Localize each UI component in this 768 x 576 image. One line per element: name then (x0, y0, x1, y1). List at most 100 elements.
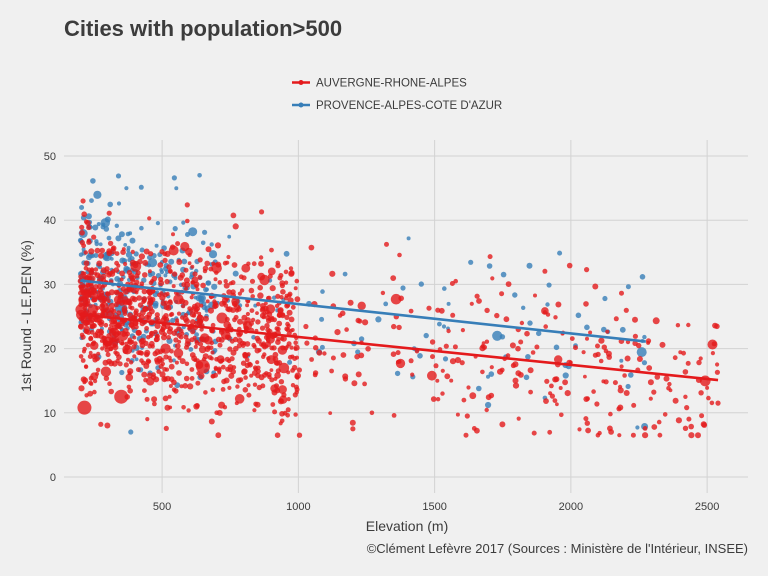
data-point (197, 314, 203, 320)
data-point (241, 314, 248, 321)
data-point (147, 269, 152, 274)
data-point (104, 266, 110, 272)
data-point (88, 248, 95, 255)
data-point (154, 357, 160, 363)
data-point (220, 387, 226, 392)
data-points (75, 173, 721, 439)
data-point (672, 355, 678, 361)
data-point (259, 274, 270, 286)
data-point (426, 305, 432, 311)
data-point (237, 318, 243, 325)
data-point (241, 368, 248, 375)
data-point (433, 363, 439, 369)
data-point (126, 300, 132, 306)
data-point (79, 224, 85, 230)
data-point (542, 310, 548, 315)
data-point (106, 210, 112, 216)
data-point (138, 184, 144, 190)
data-point (127, 388, 133, 394)
data-point (330, 355, 336, 361)
data-point (651, 389, 657, 395)
data-point (107, 381, 112, 387)
data-point (283, 345, 289, 351)
data-point (701, 422, 708, 428)
data-point (303, 323, 309, 330)
trend-line (80, 279, 646, 343)
data-point (449, 378, 454, 383)
data-point (605, 329, 610, 334)
data-point (208, 345, 214, 351)
data-point (232, 317, 237, 323)
data-point (340, 352, 347, 358)
data-point (555, 402, 559, 407)
data-point (210, 387, 216, 393)
data-point (454, 357, 461, 364)
data-point (82, 319, 89, 326)
data-point (103, 226, 110, 232)
data-point (214, 242, 222, 249)
data-point (242, 387, 249, 393)
data-point (194, 307, 199, 313)
data-point (261, 354, 266, 359)
data-point (583, 301, 589, 307)
data-point (182, 383, 188, 389)
data-point (187, 261, 192, 266)
data-point (285, 413, 291, 418)
data-point (488, 371, 495, 377)
data-point (394, 370, 401, 377)
data-point (212, 301, 218, 307)
data-point (552, 398, 558, 403)
data-point (291, 364, 298, 371)
data-point (543, 398, 549, 404)
data-point (152, 302, 159, 309)
data-point (189, 319, 196, 325)
data-point (194, 339, 199, 344)
data-point (93, 318, 98, 323)
data-point (131, 344, 137, 350)
data-point (476, 385, 482, 392)
data-point (167, 355, 172, 361)
data-point (266, 371, 272, 378)
data-point (123, 261, 128, 267)
data-point (534, 344, 540, 350)
data-point (601, 326, 607, 333)
data-point (78, 297, 83, 302)
data-point (216, 312, 228, 324)
data-point (595, 351, 601, 357)
data-point (543, 324, 548, 329)
data-point (181, 282, 187, 288)
data-point (295, 355, 299, 360)
data-point (293, 346, 298, 351)
data-point (198, 345, 207, 354)
data-point (226, 289, 232, 295)
data-point (294, 296, 301, 303)
data-point (104, 347, 110, 353)
data-point (516, 416, 521, 421)
data-point (546, 282, 552, 288)
data-point (152, 401, 157, 407)
data-point (96, 260, 103, 267)
data-point (248, 287, 255, 294)
data-point (93, 190, 102, 199)
data-point (641, 360, 648, 366)
data-point (288, 316, 295, 323)
data-point (132, 262, 139, 269)
data-point (204, 260, 210, 267)
data-point (406, 236, 411, 241)
data-point (562, 379, 568, 386)
data-point (100, 218, 111, 228)
data-point (476, 298, 482, 304)
data-point (194, 284, 199, 288)
data-point (461, 397, 467, 403)
data-point (94, 241, 100, 247)
data-point (267, 273, 273, 279)
data-point (292, 392, 298, 398)
data-point (187, 252, 192, 258)
y-tick-label: 40 (44, 215, 56, 227)
data-point (397, 252, 402, 258)
data-point (173, 337, 179, 343)
data-point (584, 420, 590, 426)
data-point (251, 342, 257, 348)
data-point (624, 355, 631, 362)
